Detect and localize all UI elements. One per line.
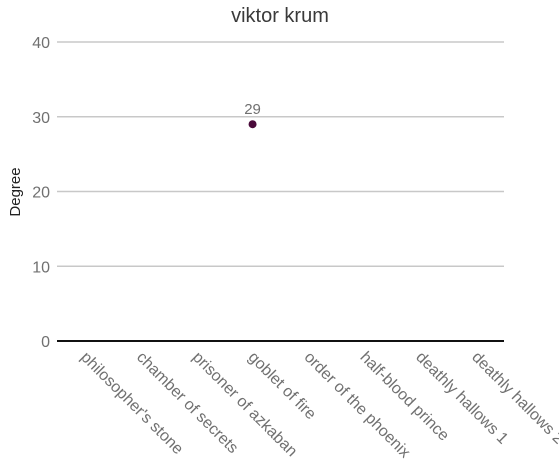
y-tick-label-30: 30: [32, 110, 50, 127]
data-points: [248, 120, 257, 129]
x-tick-label-5: order of the phoenix: [301, 349, 414, 462]
y-tick-label-20: 20: [32, 185, 50, 202]
y-axis-label: Degree: [7, 167, 24, 216]
y-tick-label-40: 40: [32, 35, 50, 52]
x-tick-label-1: philosopher's stone: [77, 349, 186, 458]
gridlines: [57, 41, 504, 342]
x-tick-label-8: deathly hallows 2: [468, 349, 559, 448]
y-tick-label-0: 0: [41, 334, 50, 351]
x-tick-label-2: chamber of secrets: [133, 349, 241, 457]
chart-title: viktor krum: [231, 5, 329, 27]
data-labels: 29: [244, 101, 261, 118]
x-tick-label-3: prisoner of azkaban: [189, 349, 300, 460]
y-tick-label-10: 10: [32, 259, 50, 276]
data-label-4: 29: [244, 101, 261, 118]
data-point-4: [248, 120, 257, 129]
y-tick-labels: 0 10 20 30 40: [32, 35, 50, 351]
